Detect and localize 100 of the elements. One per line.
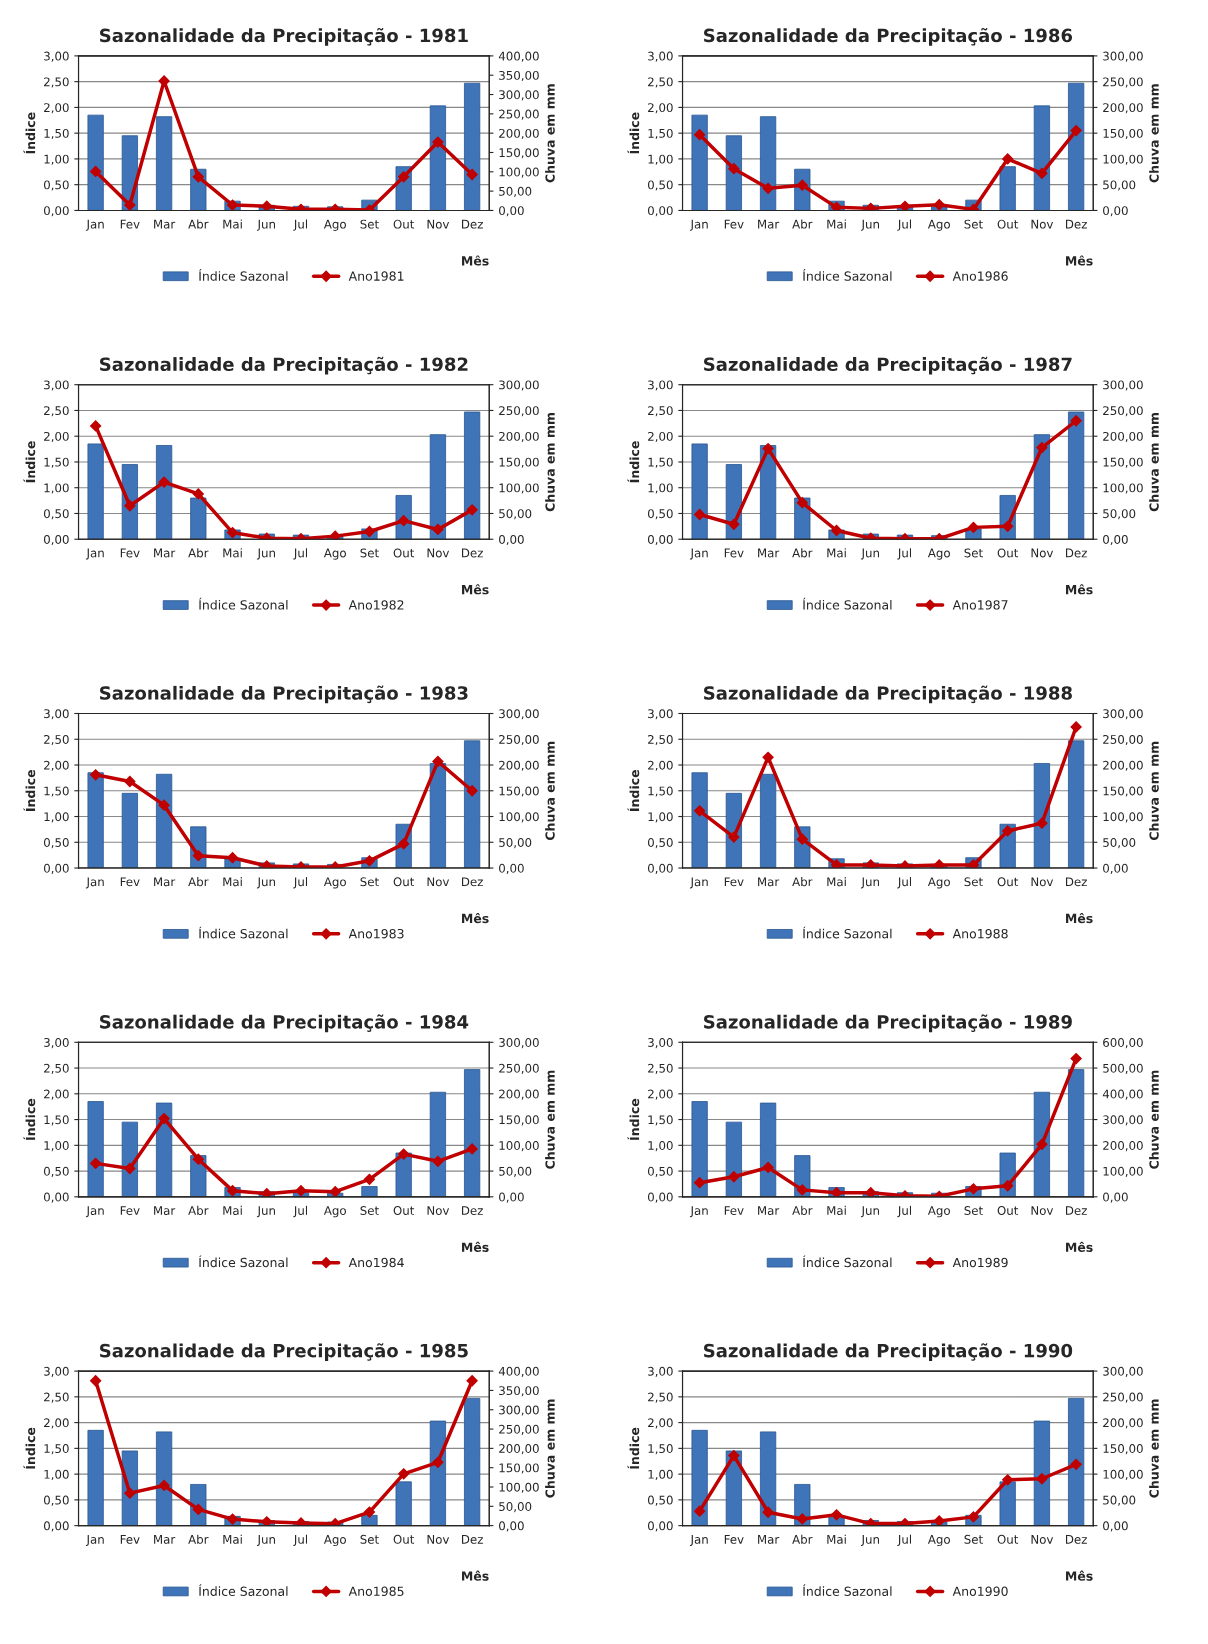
bar [155,1431,173,1526]
point [124,1487,136,1499]
y2-tick-label: 400,00 [498,51,539,62]
y-tick-label: 3,00 [648,709,673,720]
y-tick-label: 3,00 [648,51,673,62]
bar [759,773,777,869]
bar [691,1429,708,1526]
y2-tick-label: 0,00 [499,534,524,546]
y2-tick-label: 300,00 [1103,51,1143,62]
y-tick-label: 0,00 [43,1521,69,1532]
chart-title: Sazonalidade da Precipitação - 1987 [704,356,1072,375]
y2-axis-title: Chuva em mm [1149,413,1159,512]
x-tick-label: Jun [256,877,275,889]
y-tick-label: 0,50 [43,180,69,191]
y-axis-title: Índice [23,1098,36,1140]
legend-label: Índice Sazonal [199,926,288,939]
x-tick-label: Abr [188,548,209,558]
x-tick-label: Out [393,548,415,558]
bar [725,135,742,211]
x-tick-label: Jan [85,877,104,889]
point [192,850,204,862]
y2-tick-label: 50,00 [499,509,532,520]
y2-axis-title: Chuva em mm [1149,1399,1159,1498]
y-axis-title: Índice [627,1427,640,1469]
y-tick-label: 3,00 [44,709,69,720]
point [796,1184,808,1196]
y-tick-label: 0,00 [647,1192,673,1203]
point [192,1153,204,1165]
y-tick-label: 2,50 [44,1063,69,1074]
x-tick-label: Jun [256,548,275,560]
y-tick-label: 2,50 [44,406,69,417]
y2-tick-label: 150,00 [1103,457,1143,468]
bar [1033,763,1051,869]
point [1036,817,1048,829]
y-tick-label: 0,00 [647,863,673,874]
x-tick-label: Out [393,1534,415,1544]
x-tick-label: Nov [1031,548,1054,558]
y-tick-label: 1,00 [44,483,69,494]
x-tick-label: Nov [427,877,450,887]
y-tick-label: 2,50 [648,406,673,417]
y-tick-label: 0,00 [647,1521,673,1532]
x-tick-label: Dez [1066,548,1087,558]
y2-tick-label: 250,00 [1103,406,1143,417]
point [762,1506,774,1518]
y2-tick-label: 0,00 [499,206,524,217]
point [796,1513,808,1525]
point [830,1509,843,1521]
y2-tick-label: 300,00 [499,1405,539,1416]
legend-label: Ano1983 [348,928,404,939]
chart-title: Sazonalidade da Precipitação - 1988 [704,685,1072,704]
bar [691,114,708,211]
bar [87,772,104,869]
point [762,1161,774,1174]
x-tick-label: Nov [427,548,450,558]
y-tick-label: 1,50 [44,786,69,797]
y-tick-label: 0,50 [43,1166,69,1177]
bar [464,82,481,211]
y-tick-label: 2,00 [648,431,673,443]
x-tick-label: Nov [1031,877,1054,887]
x-tick-label: Jan [689,219,708,231]
point [261,200,273,211]
point [90,769,102,781]
x-tick-label: Jan [85,219,104,231]
point [796,497,808,509]
x-tick-label: Dez [1066,877,1087,887]
bar [1033,434,1051,540]
y-tick-label: 3,00 [44,380,69,391]
point [466,1375,478,1387]
point [694,508,706,521]
y-tick-label: 2,00 [648,103,673,114]
x-tick-label: Mar [758,1206,780,1215]
x-tick-label: Dez [462,219,483,229]
point [363,1173,376,1185]
x-tick-label: Ago [927,1206,950,1218]
point [694,1505,706,1517]
y-tick-label: 0,50 [647,509,673,520]
y-tick-label: 1,00 [648,154,673,165]
y-tick-label: 0,00 [43,1192,69,1203]
point [1002,153,1014,165]
x-tick-label: Ago [323,548,346,560]
point [728,1449,740,1462]
point [466,168,478,181]
y2-tick-label: 0,00 [1103,534,1128,546]
y2-tick-label: 350,00 [499,70,539,82]
y-axis-title: Índice [627,1098,640,1140]
x-tick-label: Jan [85,548,104,560]
bar [999,1481,1016,1526]
point [158,1112,170,1125]
y-tick-label: 0,00 [43,863,69,874]
x-tick-label: Dez [1066,1206,1087,1215]
bar [190,497,207,540]
x-tick-label: Set [360,877,379,887]
x-tick-label: Jan [85,1206,104,1218]
point [192,488,204,500]
y2-tick-label: 50,00 [1103,509,1136,520]
y-tick-label: 1,50 [44,1444,69,1455]
x-tick-label: Abr [188,1534,209,1544]
x-tick-label: Mar [154,548,176,558]
y2-tick-label: 150,00 [1103,786,1143,797]
y-tick-label: 0,50 [647,1495,673,1506]
